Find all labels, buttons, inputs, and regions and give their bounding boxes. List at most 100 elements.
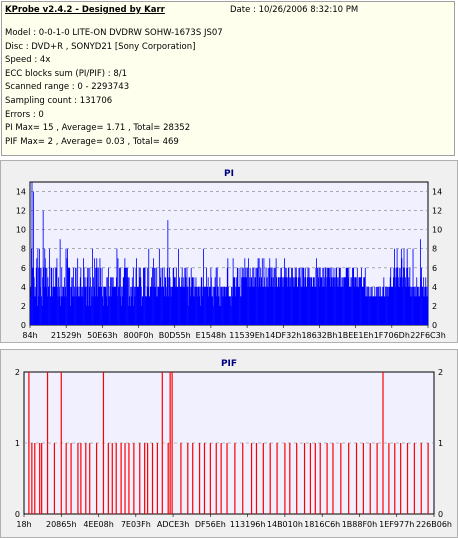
pi-bar [206,267,208,325]
pi-bar [196,286,198,325]
pi-bar [121,296,123,325]
pi-bar [254,277,256,325]
pi-bar [360,277,361,325]
x-tick-label: 18h [16,520,31,529]
pi-bar [219,277,221,325]
pi-bar [143,267,145,325]
pi-bar [387,286,389,325]
x-tick-label: 7E03Fh [121,520,151,529]
pi-bar [325,267,326,325]
pi-bar [306,286,308,325]
pi-bar [302,267,304,325]
pi-bar [330,277,332,325]
pi-bar [301,286,302,325]
pi-bar [374,286,376,325]
pi-bar [86,277,88,325]
pi-bar [37,248,39,325]
pi-bar [216,296,218,325]
pi-bar [400,248,402,325]
pi-bar [43,286,45,325]
pi-bar [50,267,52,325]
pi-bar [55,286,57,325]
pi-bar [385,286,386,325]
pi-bar [335,267,337,325]
pi-bar [303,267,305,325]
x-tick-label: 14DF32h [265,331,301,340]
pi-bar [418,296,420,325]
pi-bar [368,286,369,325]
pi-bar [255,267,257,325]
pi-bar [166,296,168,325]
pi-bar [94,267,96,325]
pi-bar [354,277,356,325]
pi-bar [52,267,54,325]
pi-bar [186,267,188,325]
pi-bar [292,286,294,325]
pi-bar [351,277,353,325]
pi-bar [361,267,362,325]
pi-bar [123,277,125,325]
pi-bar [270,267,272,325]
pi-bar [189,286,191,325]
pi-bar [34,296,36,325]
pi-bar [420,239,421,325]
pi-bar [135,286,136,325]
pi-bar [350,277,352,325]
pi-bar [203,286,205,325]
pi-bar [289,286,291,325]
pi-bar [152,286,154,325]
pi-bar [423,277,425,325]
pi-bar [63,286,65,325]
pi-bar [212,286,214,325]
pi-bar [283,286,284,325]
y-tick-label-right: 12 [432,207,442,216]
pi-bar [160,277,161,325]
pi-bar [125,267,127,325]
pi-bar [202,286,204,325]
pi-bar [218,296,220,325]
pi-bar [162,267,163,325]
pi-bar [223,286,225,325]
pi-bar [357,286,359,325]
info-scanned-range: Scanned range : 0 - 2293743 [5,82,130,93]
pi-bar [154,267,156,325]
pi-bar [138,267,140,325]
pi-bar [88,305,90,325]
pi-bar [191,277,193,325]
pi-bar [80,267,82,325]
pi-bar [250,286,252,325]
pi-bar [250,277,252,325]
pi-bar [370,296,372,325]
pi-bar [91,296,93,325]
pi-bar [132,286,134,325]
pi-bar [66,296,67,325]
pi-bar [424,286,426,325]
pi-bar [126,277,128,325]
pi-bar [70,305,72,325]
pi-bar [346,267,348,325]
pi-bar [403,267,404,325]
pi-bar [301,286,303,325]
pi-bar [119,296,121,325]
pi-bar [257,258,259,325]
pi-bar [277,277,279,325]
pi-bar [415,286,417,325]
pi-bar [89,277,91,325]
pi-bar [104,286,106,325]
pi-bar [101,286,102,325]
pi-bar [341,277,343,325]
pi-bar [259,277,261,325]
pi-bar [281,267,282,325]
pi-bar [319,267,321,325]
scan-date: Date : 10/26/2006 8:32:10 PM [230,5,359,15]
pi-bar [87,267,89,325]
pi-bar [135,267,137,325]
pi-bar [102,305,104,325]
pi-bar [330,286,332,325]
pi-bar [50,296,51,325]
pi-bar [398,277,400,325]
pi-bar [65,286,66,325]
pi-bar [40,286,41,325]
pi-bar [184,267,186,325]
pi-bar [31,182,33,325]
